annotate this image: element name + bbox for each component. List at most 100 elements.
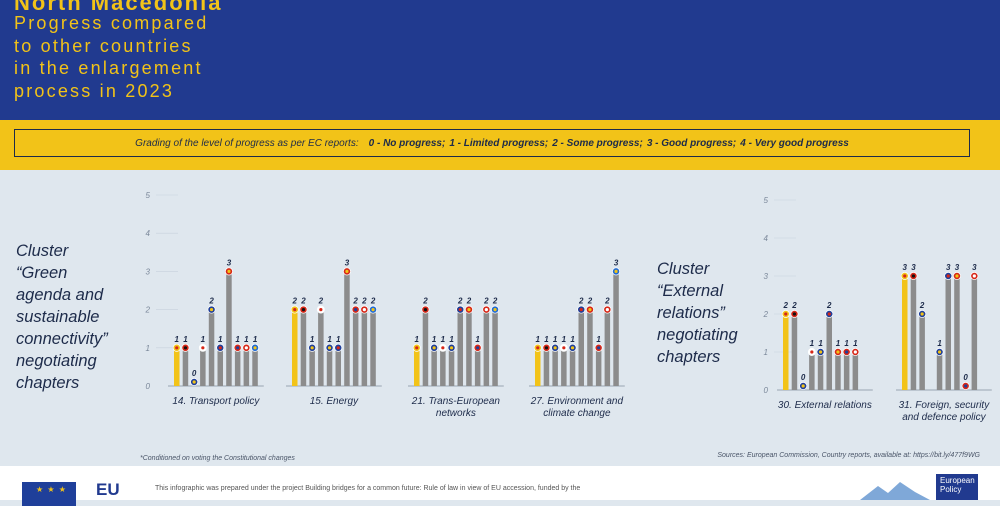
data-label: 2 <box>826 301 832 310</box>
bar <box>243 347 250 386</box>
y-tick-label: 1 <box>764 348 768 357</box>
country-flag-icon <box>903 274 907 278</box>
bar <box>182 347 189 386</box>
country-flag-icon <box>836 350 840 354</box>
grading-legend: Grading of the level of progress as per … <box>14 129 970 157</box>
bar <box>370 309 376 386</box>
bar <box>431 347 437 386</box>
category-label: 27. Environment and <box>530 396 624 407</box>
data-label: 2 <box>352 297 358 306</box>
country-flag-icon <box>544 346 549 350</box>
country-flag-icon <box>570 346 575 350</box>
data-label: 1 <box>175 335 180 344</box>
bar <box>835 352 841 390</box>
data-label: 1 <box>441 335 446 344</box>
country-flag-icon <box>792 312 797 316</box>
header-banner: North Macedonia Progress compared to oth… <box>0 0 1000 120</box>
bar <box>226 271 232 386</box>
footer-credit: This infographic was prepared under the … <box>155 485 581 492</box>
country-flag-icon <box>810 350 814 354</box>
cluster-title-green: Cluster “Green agenda and sustainable co… <box>16 240 108 394</box>
country-flag-icon <box>853 350 857 354</box>
cluster-title-line: negotiating <box>16 352 97 370</box>
subtitle-line: to other countries <box>14 35 193 56</box>
bar <box>587 309 593 386</box>
legend-item: 0 - No progress; <box>368 137 446 149</box>
bar <box>945 276 951 390</box>
country-flag-icon <box>493 308 497 312</box>
country-flag-icon <box>192 380 196 384</box>
country-flag-icon <box>937 350 942 354</box>
country-flag-icon <box>371 308 375 312</box>
category-label: 21. Trans-European <box>411 396 501 407</box>
data-label: 2 <box>783 301 789 310</box>
country-flag-icon <box>183 346 188 350</box>
y-tick-label: 4 <box>146 229 151 238</box>
data-label: 1 <box>327 335 332 344</box>
bar <box>809 352 815 390</box>
data-label: 1 <box>336 335 341 344</box>
country-flag-icon <box>415 346 419 350</box>
bar <box>561 347 567 386</box>
bar <box>457 309 463 386</box>
country-flag-icon <box>209 308 214 312</box>
bar <box>936 352 943 390</box>
country-flag-icon <box>579 308 583 312</box>
bar <box>817 352 824 390</box>
category-label: 30. External relations <box>778 400 872 411</box>
bar <box>552 347 558 386</box>
data-label: 2 <box>370 297 376 306</box>
bar <box>826 314 832 390</box>
data-label: 1 <box>836 339 841 348</box>
country-flag-icon <box>588 308 592 312</box>
data-label: 3 <box>903 263 908 272</box>
data-label: 1 <box>818 339 823 348</box>
bar <box>919 314 925 390</box>
country-flag-icon <box>244 346 248 350</box>
country-flag-icon <box>562 346 566 350</box>
country-flag-icon <box>345 269 349 273</box>
country-flag-icon <box>293 308 297 312</box>
data-label: 0 <box>963 373 968 382</box>
cluster-title-line: agenda and <box>16 286 104 304</box>
data-label: 1 <box>244 335 249 344</box>
footer: ★ ★ ★ EU This infographic was prepared u… <box>0 466 1000 506</box>
data-label: 2 <box>483 297 489 306</box>
data-label: 3 <box>614 258 619 267</box>
bar <box>954 276 960 390</box>
bar <box>217 347 223 386</box>
data-label: 1 <box>544 335 549 344</box>
country-flag-icon <box>536 346 540 350</box>
footnote: *Conditioned on voting the Constitutiona… <box>140 455 295 462</box>
country-flag-icon <box>818 350 823 354</box>
bar <box>604 309 611 386</box>
legend-item: 2 - Some progress; <box>552 137 643 149</box>
country-flag-icon <box>201 346 205 350</box>
data-label: 1 <box>183 335 188 344</box>
bar <box>843 352 850 390</box>
country-flag-icon <box>476 346 480 350</box>
data-label: 2 <box>318 297 324 306</box>
category-label: 15. Energy <box>310 396 359 407</box>
data-label: 3 <box>227 258 232 267</box>
bar <box>783 314 789 390</box>
cluster-title-line: Cluster <box>16 242 69 260</box>
country-flag-icon <box>553 346 557 350</box>
bar <box>318 309 324 386</box>
y-tick-label: 0 <box>146 382 151 391</box>
category-label: climate change <box>543 408 611 419</box>
data-label: 1 <box>844 339 849 348</box>
bar <box>474 347 481 386</box>
mountain-logo-icon <box>860 482 930 500</box>
country-flag-icon <box>449 346 454 350</box>
country-flag-icon <box>227 269 231 273</box>
country-flag-icon <box>236 346 240 350</box>
country-flag-icon <box>423 308 428 312</box>
bar <box>234 347 241 386</box>
bar <box>483 309 490 386</box>
eu-logo: EU <box>96 480 120 499</box>
cluster-title-line: relations” <box>657 304 725 322</box>
data-label: 0 <box>801 373 806 382</box>
country-flag-icon <box>597 346 601 350</box>
bar <box>791 314 798 390</box>
